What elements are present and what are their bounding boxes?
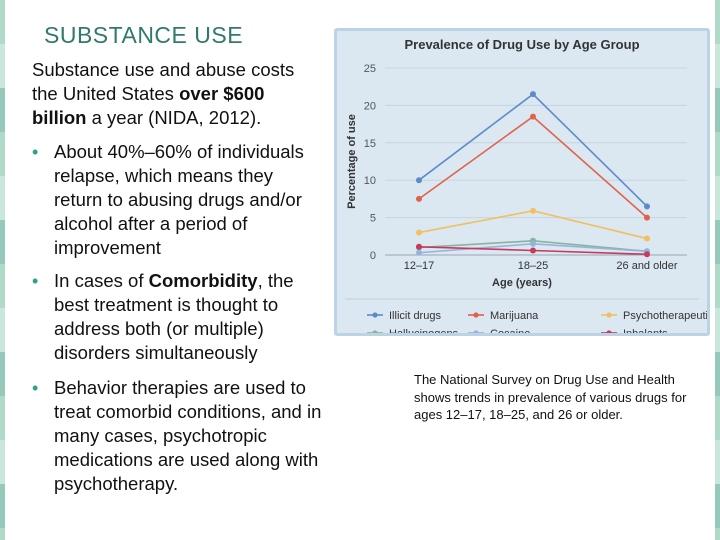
y-tick-label: 0 <box>370 250 376 262</box>
y-tick-label: 10 <box>364 175 376 187</box>
drug-use-line-chart: Prevalence of Drug Use by Age Group 0 5 10 1… <box>345 37 719 340</box>
series-line <box>418 93 648 207</box>
data-point <box>644 251 650 258</box>
legend-marker <box>372 330 378 336</box>
bullet-behavior-therapies: • Behavior therapies are used to treat c… <box>32 376 322 496</box>
data-point <box>416 195 422 202</box>
legend-marker <box>473 330 479 336</box>
y-tick-label: 25 <box>364 63 376 75</box>
bullet-comorbidity-pre: In cases of <box>54 270 149 291</box>
bullet-relapse-text: About 40%–60% of individuals relapse, wh… <box>54 141 304 258</box>
y-axis-label: Percentage of use <box>346 114 358 209</box>
intro-paragraph: Substance use and abuse costs the United… <box>32 58 324 130</box>
legend-label: Inhalants <box>623 328 668 333</box>
bullet-dot-icon: • <box>32 142 39 162</box>
chart-figure: Prevalence of Drug Use by Age Group 0 5 10 1… <box>334 28 719 340</box>
data-point <box>530 207 536 214</box>
bullet-dot-icon: • <box>32 271 39 291</box>
data-point <box>416 177 422 184</box>
data-point <box>416 243 422 250</box>
bullet-comorbidity-post: , the best treatment is thought to addre… <box>54 270 294 363</box>
left-decorative-edge <box>0 0 5 540</box>
legend-marker <box>606 312 612 318</box>
bullet-dot-icon: • <box>32 378 39 398</box>
data-point <box>530 91 536 98</box>
legend-label: Cocaine <box>490 328 530 333</box>
series-line <box>418 115 648 219</box>
x-tick-label: 18–25 <box>518 260 549 272</box>
right-decorative-edge <box>715 0 720 540</box>
series-line <box>418 210 648 240</box>
legend-label: Illicit drugs <box>389 310 441 322</box>
x-tick-label: 12–17 <box>404 260 435 272</box>
x-axis-label: Age (years) <box>492 277 552 289</box>
data-point <box>644 235 650 242</box>
bullet-relapse: • About 40%–60% of individuals relapse, … <box>32 140 322 260</box>
legend-label: Psychotherapeutics <box>623 310 707 322</box>
bullet-behavior-text: Behavior therapies are used to treat com… <box>54 377 322 494</box>
bullet-comorbidity: • In cases of Comorbidity, the best trea… <box>32 269 322 365</box>
x-tick-label: 26 and older <box>616 260 677 272</box>
y-tick-label: 20 <box>364 100 376 112</box>
data-point <box>416 249 422 256</box>
data-point <box>530 247 536 254</box>
y-tick-label: 5 <box>370 213 376 225</box>
data-point <box>644 214 650 221</box>
figure-caption: The National Survey on Drug Use and Heal… <box>414 372 687 422</box>
y-tick-label: 15 <box>364 138 376 150</box>
legend-label: Marijuana <box>490 310 539 322</box>
legend-label: Hallucinogens <box>389 328 459 333</box>
data-point <box>530 113 536 120</box>
bullet-comorbidity-bold: Comorbidity <box>148 270 258 291</box>
chart-title: Prevalence of Drug Use by Age Group <box>404 37 639 52</box>
legend-marker <box>473 312 479 318</box>
intro-bold-cost: over $600 billion <box>32 83 265 128</box>
data-point <box>644 203 650 210</box>
legend-marker <box>606 330 612 336</box>
data-point <box>416 229 422 236</box>
legend-marker <box>372 312 378 318</box>
intro-text-1: Substance use and abuse costs the United… <box>32 59 295 104</box>
intro-text-2: a year (NIDA, 2012). <box>86 107 262 128</box>
data-point <box>530 240 536 247</box>
slide-title: SUBSTANCE USE <box>44 22 244 48</box>
